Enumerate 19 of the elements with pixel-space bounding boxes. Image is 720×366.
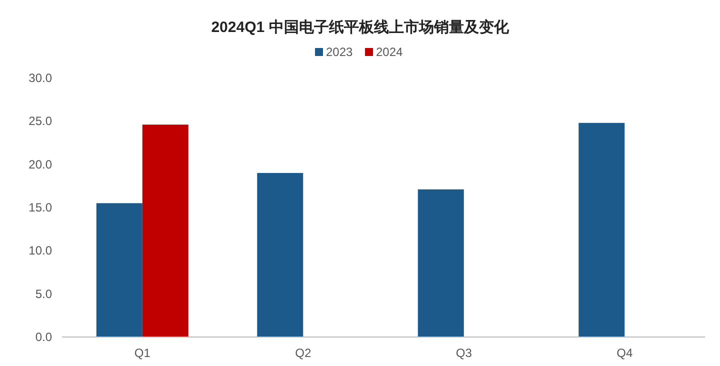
x-tick-label: Q1	[134, 346, 151, 360]
legend-label: 2023	[326, 45, 354, 59]
y-tick-label: 15.0	[28, 200, 52, 214]
bar	[142, 124, 188, 337]
y-tick-label: 0.0	[35, 330, 52, 344]
x-tick-label: Q3	[456, 346, 472, 360]
chart-title: 2024Q1 中国电子纸平板线上市场销量及变化	[211, 18, 510, 36]
bar	[418, 189, 464, 337]
y-tick-label: 20.0	[28, 157, 52, 172]
bar	[578, 122, 625, 337]
bar	[257, 172, 304, 337]
y-tick-label: 30.0	[28, 71, 52, 85]
x-tick-label: Q4	[616, 346, 633, 360]
y-tick-label: 10.0	[28, 244, 52, 258]
y-tick-label: 5.0	[35, 286, 52, 301]
y-tick-label: 25.0	[28, 114, 52, 128]
x-tick-label: Q2	[295, 346, 312, 360]
legend-label: 2024	[376, 45, 404, 59]
bar	[96, 203, 142, 337]
